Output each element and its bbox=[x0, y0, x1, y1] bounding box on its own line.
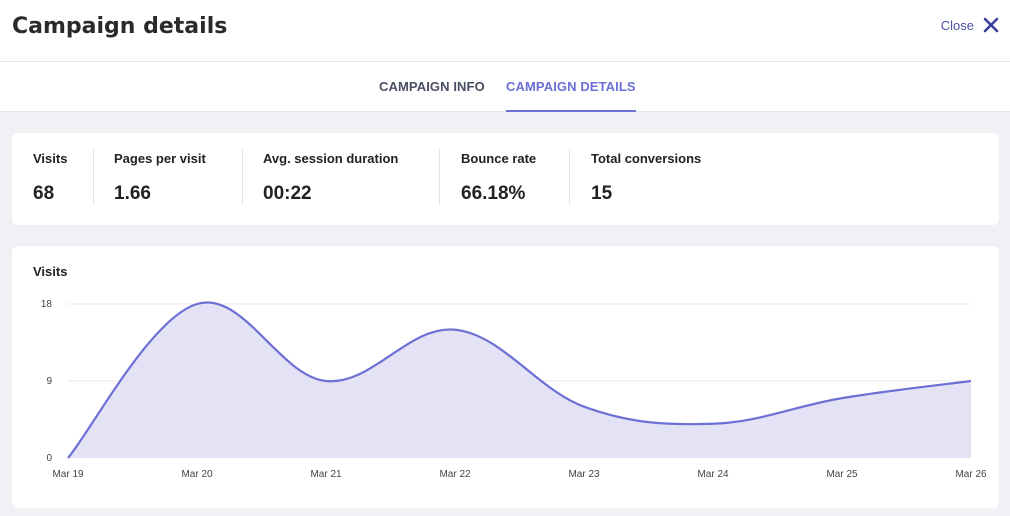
x-tick-label: Mar 25 bbox=[826, 469, 858, 480]
stat-label: Total conversions bbox=[591, 151, 702, 166]
stat-value: 1.66 bbox=[114, 183, 151, 204]
y-tick-label: 18 bbox=[41, 299, 53, 310]
stat-label: Pages per visit bbox=[114, 151, 206, 166]
close-label: Close bbox=[940, 17, 974, 33]
tab-campaign-details[interactable]: CAMPAIGN DETAILS bbox=[506, 62, 636, 112]
modal-header: Campaign details Close bbox=[0, 0, 1010, 62]
close-icon bbox=[983, 17, 999, 33]
stat-label: Avg. session duration bbox=[263, 151, 399, 166]
x-tick-label: Mar 23 bbox=[568, 469, 600, 480]
stat-divider bbox=[93, 149, 94, 205]
x-tick-label: Mar 26 bbox=[955, 469, 987, 480]
x-tick-label: Mar 19 bbox=[52, 469, 84, 480]
stat-value: 66.18% bbox=[461, 183, 526, 204]
visits-area-chart: 0 9 18 Mar 19 Mar 20 Mar 21 Mar 22 Mar 23 Mar 24… bbox=[41, 299, 987, 480]
stats-card: Visits 68 Pages per visit 1.66 Avg. sess… bbox=[12, 133, 999, 225]
x-tick-label: Mar 24 bbox=[697, 469, 729, 480]
close-button[interactable]: Close bbox=[941, 16, 1000, 34]
visits-chart-card: Visits 0 9 18 Mar 19 Mar 20 Mar 21 Mar 22 Mar 2… bbox=[12, 246, 999, 508]
series-area bbox=[68, 302, 971, 458]
stat-label: Bounce rate bbox=[461, 151, 537, 166]
stat-value: 68 bbox=[33, 183, 55, 204]
stat-label: Visits bbox=[33, 151, 68, 166]
y-tick-label: 9 bbox=[46, 376, 52, 387]
stat-divider bbox=[569, 149, 570, 205]
x-tick-label: Mar 20 bbox=[181, 469, 213, 480]
x-tick-label: Mar 22 bbox=[439, 469, 471, 480]
y-tick-label: 0 bbox=[46, 453, 52, 464]
stat-divider bbox=[242, 149, 243, 205]
stat-value: 00:22 bbox=[263, 183, 312, 204]
tab-campaign-info[interactable]: CAMPAIGN INFO bbox=[379, 79, 485, 94]
tab-bar: CAMPAIGN INFO CAMPAIGN DETAILS bbox=[0, 62, 1010, 112]
x-tick-label: Mar 21 bbox=[310, 469, 342, 480]
chart-title: Visits bbox=[33, 264, 68, 279]
stat-divider bbox=[439, 149, 440, 205]
stat-value: 15 bbox=[591, 183, 613, 204]
page-title: Campaign details bbox=[12, 14, 228, 39]
